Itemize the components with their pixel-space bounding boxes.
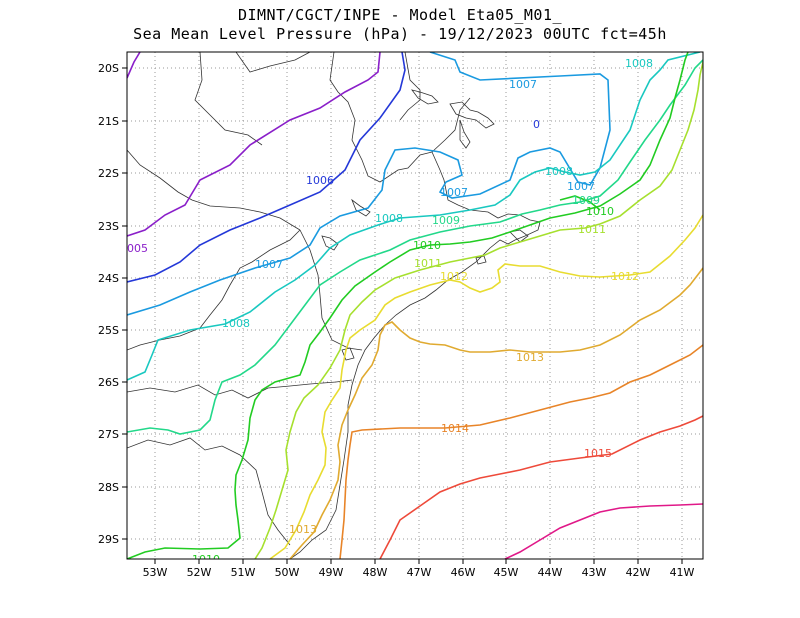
lon-label: 53W [143, 566, 168, 579]
contour-label: 1009 [572, 194, 600, 207]
lon-label: 46W [451, 566, 476, 579]
isobar-1009 [127, 59, 703, 435]
isobar-1010 [127, 52, 689, 559]
lat-label: 27S [98, 428, 119, 441]
isobar-1011 [254, 61, 703, 559]
contour-label: 1014 [441, 422, 469, 435]
contour-label: 1010 [586, 205, 614, 218]
lon-label: 44W [538, 566, 563, 579]
lat-label: 28S [98, 481, 119, 494]
contour-label: 1006 [306, 174, 334, 187]
isobar-1015 [379, 415, 703, 559]
reservoirs [321, 89, 495, 251]
lon-label: 41W [670, 566, 695, 579]
map-title-line2: Sea Mean Level Pressure (hPa) - 19/12/20… [133, 25, 667, 43]
lat-label: 24S [98, 272, 119, 285]
latitude-axis: 20S 21S 22S 23S 24S 25S 26S 27S 28S 29S [98, 62, 119, 546]
isobar-1010 [559, 195, 601, 211]
contour-label: 1012 [440, 270, 468, 283]
contour-label: 1013 [516, 351, 544, 364]
isobar-1016 [504, 503, 703, 559]
map-grid [127, 52, 703, 559]
contour-labels: 005 1006 1007 1007 1007 1007 1008 1008 1… [127, 57, 653, 566]
isobar-1005 [127, 52, 381, 237]
lon-label: 43W [582, 566, 607, 579]
isobar-1007 [127, 52, 611, 316]
contour-label: 1007 [509, 78, 537, 91]
isobar-1012 [269, 214, 703, 559]
lat-label: 20S [98, 62, 119, 75]
contour-label: 1011 [578, 223, 606, 236]
contour-label: 1008 [375, 212, 403, 225]
isobar-1006 [127, 52, 406, 283]
map-title-line1: DIMNT/CGCT/INPE - Model Eta05_M01_ [237, 6, 563, 24]
contour-label: 1010 [192, 553, 220, 566]
lon-label: 52W [187, 566, 212, 579]
isobar-1013 [289, 267, 703, 559]
contour-label: 005 [127, 242, 148, 255]
lat-label: 29S [98, 533, 119, 546]
lat-label: 23S [98, 220, 119, 233]
lat-label: 21S [98, 115, 119, 128]
lon-label: 47W [407, 566, 432, 579]
isobar-1005 [127, 52, 141, 79]
low-pressure-marker: 0 [533, 118, 540, 131]
lon-label: 48W [363, 566, 388, 579]
contour-label: 1007 [567, 180, 595, 193]
contour-label: 1008 [625, 57, 653, 70]
lon-label: 45W [494, 566, 519, 579]
contour-label: 1007 [255, 258, 283, 271]
contour-label: 1009 [432, 214, 460, 227]
tick-marks [122, 67, 683, 564]
lat-label: 26S [98, 376, 119, 389]
lon-label: 50W [275, 566, 300, 579]
isobar-lines [127, 52, 703, 559]
contour-label: 1015 [584, 447, 612, 460]
longitude-axis: 53W 52W 51W 50W 49W 48W 47W 46W 45W 44W … [143, 566, 695, 579]
lat-label: 22S [98, 167, 119, 180]
contour-label: 1013 [289, 523, 317, 536]
lon-label: 42W [626, 566, 651, 579]
lat-label: 25S [98, 324, 119, 337]
contour-label: 1010 [413, 239, 441, 252]
coastline-and-borders [127, 52, 541, 559]
contour-label: 1008 [545, 165, 573, 178]
contour-label: 1011 [414, 257, 442, 270]
isobar-1008 [127, 52, 701, 381]
contour-label: 1008 [222, 317, 250, 330]
map-frame [126, 51, 704, 560]
contour-label: 1007 [440, 186, 468, 199]
contour-label: 1012 [611, 270, 639, 283]
isobar-1014 [339, 344, 703, 559]
lon-label: 51W [231, 566, 256, 579]
lon-label: 49W [319, 566, 344, 579]
